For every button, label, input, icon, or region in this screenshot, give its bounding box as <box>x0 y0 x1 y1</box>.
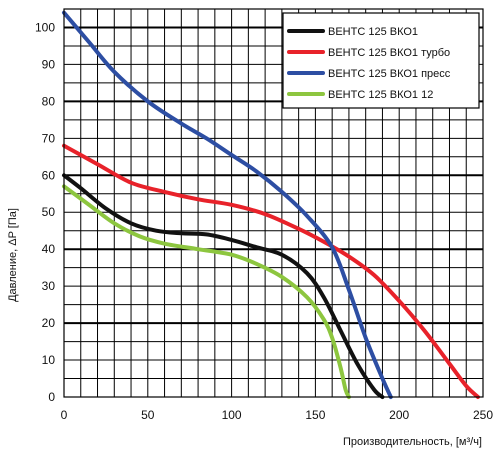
series-line-3 <box>62 10 393 399</box>
series-line-4 <box>62 184 351 399</box>
y-tick-label: 20 <box>42 316 56 330</box>
legend-label-3: ВЕНТС 125 ВКО1 пресс <box>328 68 451 80</box>
y-tick-label: 70 <box>42 131 56 145</box>
x-tick-label: 100 <box>222 408 242 422</box>
x-axis-label: Производительность, [м³/ч] <box>343 436 482 448</box>
y-tick-label: 0 <box>48 390 55 404</box>
x-tick-label: 200 <box>389 408 409 422</box>
series-line-2 <box>62 143 480 399</box>
y-axis-label: Давление, ΔP [Па] <box>7 208 19 302</box>
y-tick-label: 40 <box>42 242 56 256</box>
x-tick-label: 250 <box>473 408 493 422</box>
y-tick-label: 80 <box>42 94 56 108</box>
plot-frame <box>63 8 484 398</box>
legend-label-2: ВЕНТС 125 ВКО1 турбо <box>328 47 450 59</box>
legend-label-4: ВЕНТС 125 ВКО1 12 <box>328 89 433 101</box>
x-tick-label: 0 <box>61 408 68 422</box>
y-tick-label: 30 <box>42 279 56 293</box>
y-tick-label: 10 <box>42 353 56 367</box>
y-tick-label: 60 <box>42 168 56 182</box>
series-layer <box>62 10 480 399</box>
y-tick-label: 90 <box>42 57 56 71</box>
x-tick-label: 150 <box>305 408 325 422</box>
y-axis-ticks: 0 10 20 30 40 50 60 70 80 90 100 <box>35 20 55 404</box>
y-tick-label: 50 <box>42 205 56 219</box>
series-line-1 <box>62 173 385 399</box>
x-axis-ticks: 0 50 100 150 200 250 <box>61 408 494 422</box>
y-tick-label: 100 <box>35 20 55 34</box>
x-tick-label: 50 <box>141 408 155 422</box>
legend: ВЕНТС 125 ВКО1 ВЕНТС 125 ВКО1 турбо ВЕНТС … <box>282 12 480 109</box>
legend-label-1: ВЕНТС 125 ВКО1 <box>328 26 418 38</box>
